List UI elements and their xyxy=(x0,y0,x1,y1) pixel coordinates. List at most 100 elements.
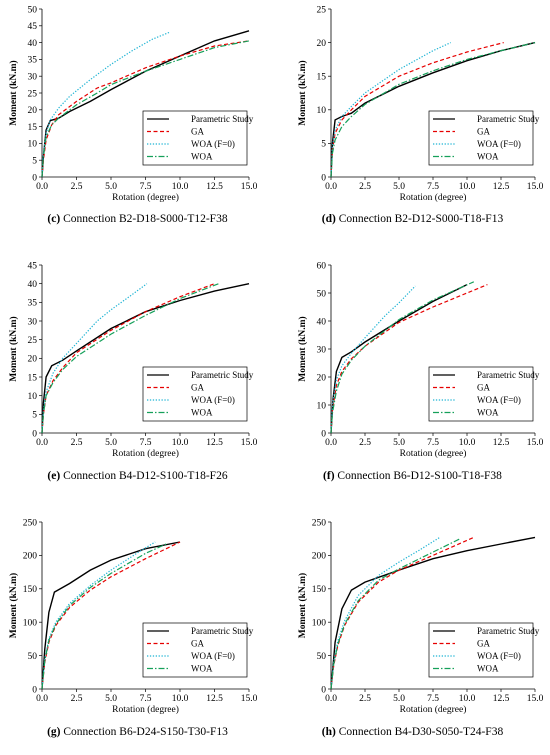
legend-label: GA xyxy=(477,383,490,393)
x-tick-label: 7.5 xyxy=(427,182,439,192)
y-tick-label: 20 xyxy=(28,355,38,365)
legend: Parametric Study GA WOA (F=0) WOA xyxy=(142,110,254,166)
chart-panel-g: 0.0 2.5 5.0 7.5 10.0 12.5 15.0 0 50 100 150 200 250 R… xyxy=(8,518,258,715)
series-line-woa xyxy=(41,283,219,434)
y-tick-label: 5 xyxy=(32,157,37,167)
y-tick-label: 60 xyxy=(317,261,327,271)
legend-label: WOA (F=0) xyxy=(477,651,521,661)
series-line-woa xyxy=(330,538,461,690)
x-tick-label: 10.0 xyxy=(172,438,189,448)
series-line-parametric-study xyxy=(330,536,536,690)
x-tick-label: 7.5 xyxy=(140,438,152,448)
x-tick-label: 2.5 xyxy=(71,438,83,448)
y-tick-label: 10 xyxy=(28,140,38,150)
x-tick-label: 2.5 xyxy=(359,694,371,704)
y-tick-label: 0 xyxy=(32,429,37,439)
x-tick-label: 10.0 xyxy=(459,438,476,448)
legend-label: WOA xyxy=(191,408,213,418)
y-tick-label: 50 xyxy=(28,5,38,15)
chart-panel-h: 0.0 2.5 5.0 7.5 10.0 12.5 15.0 0 50 100 150 200 250 R… xyxy=(297,518,544,715)
y-tick-label: 200 xyxy=(312,552,327,562)
panel-caption: (f) Connection B6-D12-S100-T18-F38 xyxy=(275,470,550,482)
x-axis-label: Rotation (degree) xyxy=(112,192,179,203)
legend: Parametric Study GA WOA (F=0) WOA xyxy=(142,622,254,678)
panel-caption-text: Connection B6-D24-S150-T30-F13 xyxy=(60,726,228,738)
y-tick-label: 25 xyxy=(28,336,38,346)
y-tick-label: 45 xyxy=(28,261,38,271)
y-tick-label: 10 xyxy=(317,106,327,116)
x-tick-label: 10.0 xyxy=(172,182,189,192)
series-line-parametric-study xyxy=(330,41,536,178)
series-line-parametric-study xyxy=(41,283,250,434)
y-tick-label: 35 xyxy=(28,56,38,66)
panel-caption-label: (c) xyxy=(47,213,61,225)
x-tick-label: 12.5 xyxy=(493,694,510,704)
panel-caption-text: Connection B4-D12-S100-T18-F26 xyxy=(60,470,228,482)
legend-label: WOA (F=0) xyxy=(477,395,521,405)
x-tick-label: 10.0 xyxy=(459,694,476,704)
legend-label: WOA xyxy=(191,664,213,674)
legend-label: WOA xyxy=(477,408,499,418)
legend-label: Parametric Study xyxy=(477,114,540,124)
legend-label: Parametric Study xyxy=(191,114,254,124)
x-tick-label: 0.0 xyxy=(36,438,48,448)
y-tick-label: 25 xyxy=(317,5,327,15)
x-tick-label: 5.0 xyxy=(105,182,117,192)
panel-caption-label: (g) xyxy=(47,726,61,738)
y-tick-label: 15 xyxy=(317,73,327,83)
x-tick-label: 2.5 xyxy=(71,182,83,192)
y-tick-label: 0 xyxy=(321,429,326,439)
x-tick-label: 15.0 xyxy=(241,438,258,448)
series-line-woa xyxy=(330,281,475,434)
legend-label: WOA xyxy=(477,664,499,674)
series-line-woa xyxy=(41,543,167,690)
y-tick-label: 30 xyxy=(28,317,38,327)
y-tick-label: 50 xyxy=(28,652,38,662)
y-tick-label: 45 xyxy=(28,22,38,32)
panel-caption: (h) Connection B4-D30-S050-T24-F38 xyxy=(275,726,550,738)
series-line-woa xyxy=(41,40,250,178)
y-tick-label: 10 xyxy=(28,392,38,402)
x-tick-label: 0.0 xyxy=(36,182,48,192)
x-tick-label: 12.5 xyxy=(493,438,510,448)
series-line-ga xyxy=(330,284,488,434)
x-axis-label: Rotation (degree) xyxy=(400,448,467,459)
series-line-woa-f-0 xyxy=(41,541,156,690)
x-tick-label: 10.0 xyxy=(459,182,476,192)
panel-caption-text: Connection B2-D18-S000-T12-F38 xyxy=(60,213,228,225)
y-tick-label: 20 xyxy=(317,39,327,49)
panel-caption: (g) Connection B6-D24-S150-T30-F13 xyxy=(0,726,275,738)
x-axis-label: Rotation (degree) xyxy=(112,704,179,715)
y-tick-label: 0 xyxy=(321,173,326,183)
x-tick-label: 5.0 xyxy=(105,438,117,448)
x-tick-label: 7.5 xyxy=(427,694,439,704)
x-tick-label: 10.0 xyxy=(172,694,189,704)
series-line-woa-f-0 xyxy=(330,285,416,434)
y-axis-label: Moment (kN.m) xyxy=(297,316,308,381)
legend: Parametric Study GA WOA (F=0) WOA xyxy=(428,366,540,422)
chart-panel-d: 0.0 2.5 5.0 7.5 10.0 12.5 15.0 0 5 10 15 20 25 Rotati… xyxy=(297,5,544,203)
y-tick-label: 150 xyxy=(312,585,327,595)
x-tick-label: 15.0 xyxy=(527,438,544,448)
legend-label: WOA (F=0) xyxy=(191,651,235,661)
series-line-parametric-study xyxy=(41,30,250,178)
series-line-woa xyxy=(330,42,536,178)
series-line-ga xyxy=(330,536,475,690)
y-tick-label: 40 xyxy=(28,280,38,290)
y-tick-label: 30 xyxy=(28,73,38,83)
panel-caption-label: (f) xyxy=(323,470,335,482)
y-axis-label: Moment (kN.m) xyxy=(8,573,19,638)
y-axis-label: Moment (kN.m) xyxy=(8,316,19,381)
legend: Parametric Study GA WOA (F=0) WOA xyxy=(142,366,254,422)
x-tick-label: 12.5 xyxy=(206,438,223,448)
x-tick-label: 15.0 xyxy=(527,182,544,192)
y-tick-label: 250 xyxy=(23,518,38,528)
x-tick-label: 0.0 xyxy=(325,182,337,192)
y-tick-label: 5 xyxy=(32,411,37,421)
legend-label: Parametric Study xyxy=(477,370,540,380)
panel-caption-text: Connection B4-D30-S050-T24-F38 xyxy=(335,726,504,738)
x-tick-label: 2.5 xyxy=(71,694,83,704)
series-line-parametric-study xyxy=(330,283,468,434)
legend-label: WOA (F=0) xyxy=(191,139,235,149)
x-tick-label: 12.5 xyxy=(206,182,223,192)
